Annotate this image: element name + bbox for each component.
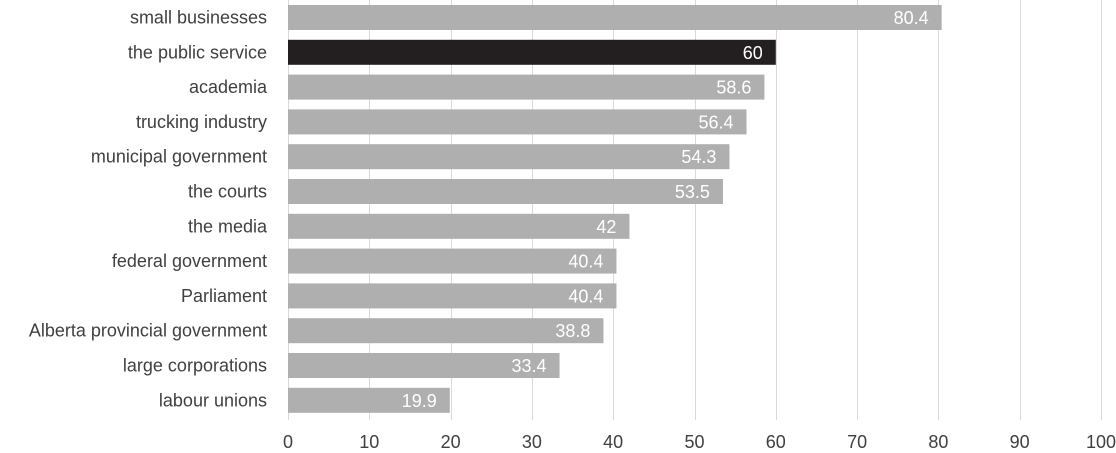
bar-federal-government: [288, 248, 617, 274]
x-tick-label: 30: [522, 432, 542, 452]
category-label: the media: [188, 216, 268, 236]
bar-parliament: [288, 283, 617, 309]
category-label: labour unions: [159, 390, 267, 410]
bar-academia: [288, 74, 765, 100]
data-label: 54.3: [681, 147, 716, 167]
bar-large-corporations: [288, 353, 560, 378]
x-tick-label: 10: [359, 432, 379, 452]
bars: [288, 5, 942, 413]
category-label: the courts: [188, 182, 267, 202]
bar-municipal-government: [288, 144, 730, 170]
x-tick-label: 20: [441, 432, 461, 452]
x-tick-label: 100: [1086, 432, 1116, 452]
data-label: 38.8: [555, 321, 590, 341]
x-tick-label: 0: [283, 432, 293, 452]
data-label: 19.9: [402, 391, 437, 411]
x-axis-tick-labels: 0 10 20 30 40 50 60 70 80 90 100: [283, 432, 1116, 452]
category-label: academia: [189, 77, 268, 97]
category-label: Parliament: [181, 286, 267, 306]
data-label: 33.4: [511, 356, 546, 376]
data-label: 58.6: [716, 78, 751, 98]
data-label: 56.4: [698, 112, 733, 132]
bar-small-businesses: [288, 5, 942, 30]
x-tick-label: 50: [684, 432, 704, 452]
category-labels: small businesses the public service academ…: [29, 8, 268, 411]
category-label: the public service: [128, 42, 267, 62]
x-tick-label: 70: [847, 432, 867, 452]
data-label: 40.4: [568, 252, 603, 272]
bar-alberta-provincial-government: [288, 318, 604, 344]
data-label: 80.4: [894, 8, 929, 28]
x-tick-label: 40: [603, 432, 623, 452]
x-tick-label: 90: [1010, 432, 1030, 452]
category-label: Alberta provincial government: [29, 321, 267, 341]
category-label: large corporations: [123, 356, 267, 376]
category-label: trucking industry: [136, 112, 267, 132]
data-label: 60: [743, 43, 763, 63]
data-label: 40.4: [568, 286, 603, 306]
gridlines: [288, 0, 1102, 420]
x-tick-label: 80: [928, 432, 948, 452]
bar-the-media: [288, 213, 630, 239]
category-label: small businesses: [130, 8, 267, 28]
data-label: 42: [596, 217, 616, 237]
data-labels: 80.4 60 58.6 56.4 54.3 53.5 42 40.4 40.4 38.8 33.4…: [402, 8, 929, 411]
bar-the-public-service: [288, 39, 776, 65]
category-label: federal government: [112, 251, 267, 271]
bar-the-courts: [288, 179, 723, 204]
bar-labour-unions: [288, 387, 450, 413]
bar-trucking-industry: [288, 109, 747, 135]
category-label: municipal government: [91, 147, 267, 167]
data-label: 53.5: [675, 182, 710, 202]
x-tick-label: 60: [766, 432, 786, 452]
